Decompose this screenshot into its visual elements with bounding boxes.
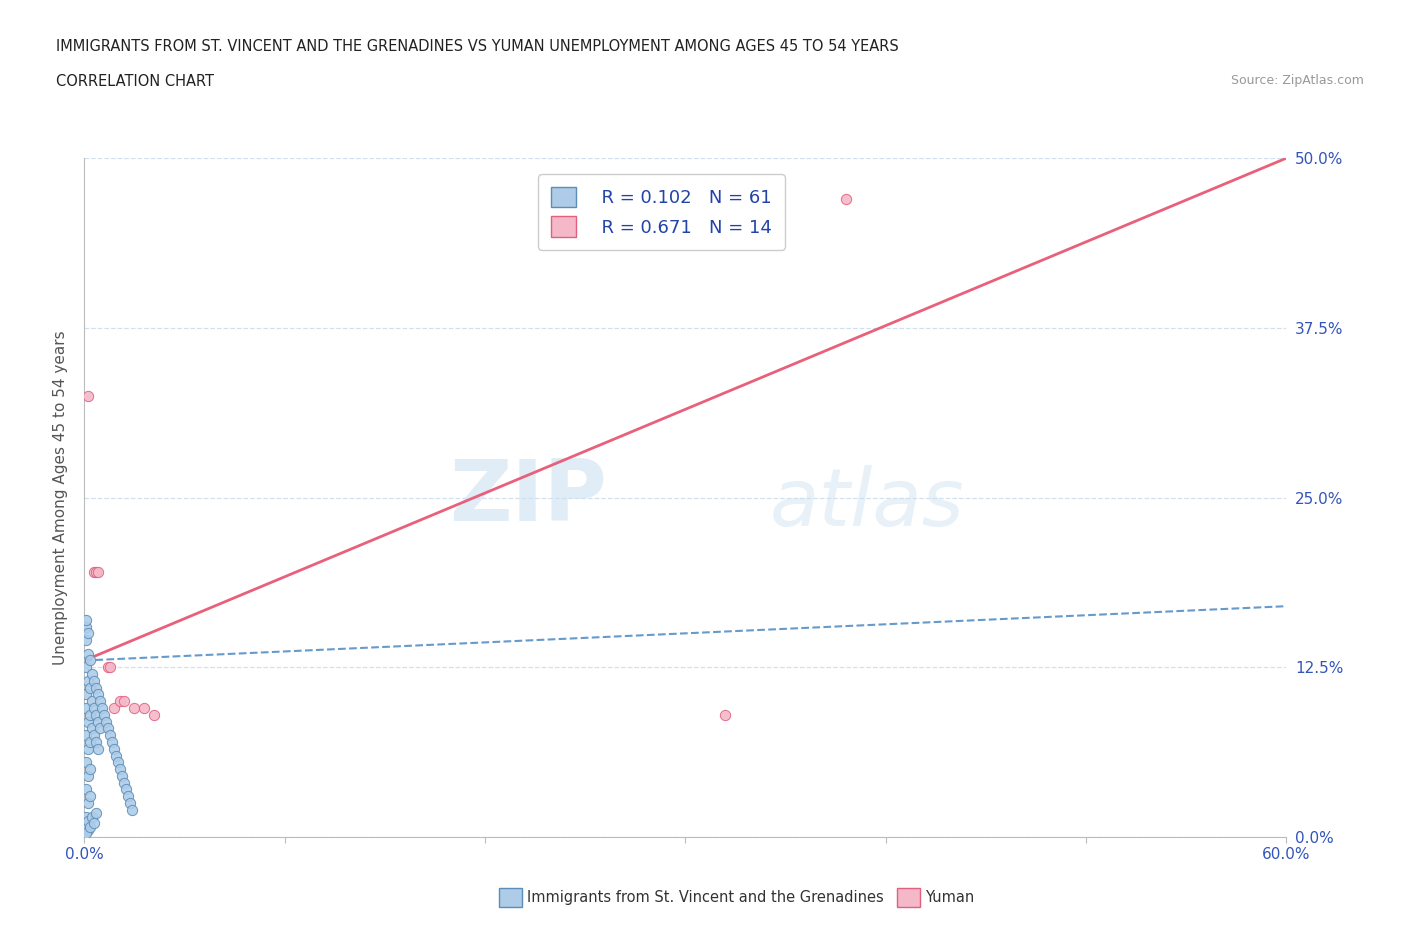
Point xyxy=(77,673,100,688)
Point xyxy=(82,809,104,824)
Text: Yuman: Yuman xyxy=(925,890,974,905)
Point xyxy=(87,565,110,579)
Point xyxy=(77,741,100,756)
Point xyxy=(75,809,97,824)
Point xyxy=(107,755,129,770)
Point xyxy=(75,700,97,715)
Point xyxy=(121,803,143,817)
Text: ZIP: ZIP xyxy=(450,456,607,539)
Point xyxy=(120,796,142,811)
Point xyxy=(97,660,120,675)
Point xyxy=(77,646,100,661)
Point xyxy=(89,721,111,736)
Point xyxy=(114,776,135,790)
Point xyxy=(77,813,100,828)
Point xyxy=(101,735,124,750)
Point xyxy=(110,762,132,777)
Point xyxy=(89,694,111,709)
Point xyxy=(114,694,135,709)
Point xyxy=(77,768,100,783)
Point xyxy=(75,782,97,797)
Point xyxy=(79,680,101,695)
Point xyxy=(75,818,97,833)
Point xyxy=(117,789,139,804)
Point xyxy=(82,721,104,736)
Point xyxy=(91,700,114,715)
Point xyxy=(82,667,104,682)
Point xyxy=(111,768,134,783)
Point xyxy=(79,708,101,723)
Point xyxy=(86,805,108,820)
Point xyxy=(83,565,105,579)
FancyBboxPatch shape xyxy=(897,888,920,907)
Point xyxy=(77,714,100,729)
Point xyxy=(79,820,101,835)
Point xyxy=(87,687,110,702)
Point xyxy=(103,700,125,715)
Point xyxy=(835,192,858,206)
Point xyxy=(110,694,132,709)
Point xyxy=(97,721,120,736)
Point xyxy=(83,816,105,830)
Point xyxy=(103,741,125,756)
Point xyxy=(134,700,156,715)
Point xyxy=(79,735,101,750)
Point xyxy=(86,565,108,579)
Point xyxy=(75,755,97,770)
Point xyxy=(79,653,101,668)
Point xyxy=(75,727,97,742)
Point xyxy=(87,714,110,729)
Point xyxy=(115,782,138,797)
Point xyxy=(77,796,100,811)
Text: Immigrants from St. Vincent and the Grenadines: Immigrants from St. Vincent and the Gren… xyxy=(527,890,884,905)
Point xyxy=(83,700,105,715)
Y-axis label: Unemployment Among Ages 45 to 54 years: Unemployment Among Ages 45 to 54 years xyxy=(53,330,69,665)
Point xyxy=(75,612,97,627)
FancyBboxPatch shape xyxy=(499,888,522,907)
Point xyxy=(100,660,122,675)
Point xyxy=(86,708,108,723)
Text: atlas: atlas xyxy=(769,465,965,543)
Point xyxy=(75,632,97,647)
Point xyxy=(83,673,105,688)
Point xyxy=(86,680,108,695)
Point xyxy=(79,789,101,804)
Point xyxy=(714,708,737,723)
Point xyxy=(100,727,122,742)
Point xyxy=(75,687,97,702)
Point xyxy=(83,727,105,742)
Point xyxy=(143,708,166,723)
Point xyxy=(124,700,146,715)
Point xyxy=(93,708,115,723)
Legend:   R = 0.102   N = 61,   R = 0.671   N = 14: R = 0.102 N = 61, R = 0.671 N = 14 xyxy=(538,174,785,250)
Point xyxy=(105,748,128,763)
Point xyxy=(87,741,110,756)
Text: IMMIGRANTS FROM ST. VINCENT AND THE GRENADINES VS YUMAN UNEMPLOYMENT AMONG AGES : IMMIGRANTS FROM ST. VINCENT AND THE GREN… xyxy=(56,39,898,54)
Point xyxy=(77,626,100,641)
Point xyxy=(96,714,118,729)
Text: Source: ZipAtlas.com: Source: ZipAtlas.com xyxy=(1230,74,1364,87)
Point xyxy=(75,660,97,675)
Point xyxy=(75,826,97,841)
Point xyxy=(77,823,100,838)
Point xyxy=(82,694,104,709)
Point xyxy=(77,389,100,404)
Point xyxy=(79,762,101,777)
Text: CORRELATION CHART: CORRELATION CHART xyxy=(56,74,214,89)
Point xyxy=(86,735,108,750)
Point xyxy=(75,619,97,634)
